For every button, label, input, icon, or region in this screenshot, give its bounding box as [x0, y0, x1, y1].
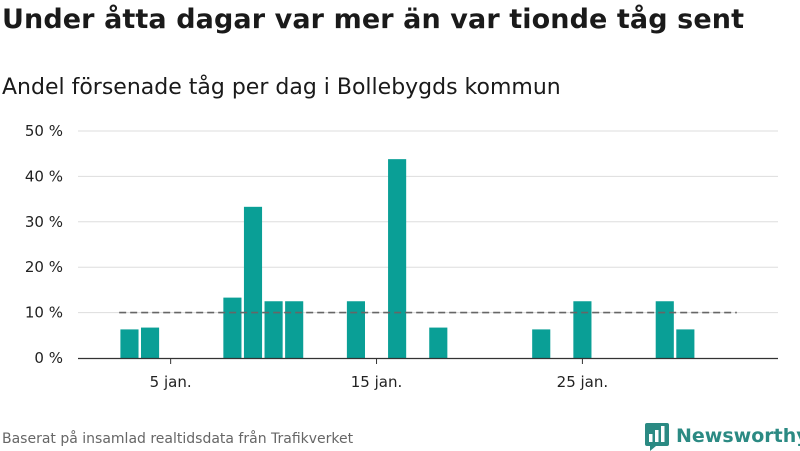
bar: [655, 301, 674, 358]
bar: [264, 301, 283, 358]
newsworthy-logo[interactable]: Newsworthy: [644, 421, 800, 451]
bar: [532, 329, 551, 358]
bar: [285, 301, 304, 358]
bar: [243, 206, 263, 358]
chart-subtitle: Andel försenade tåg per dag i Bollebygds…: [2, 75, 561, 100]
brand-name: Newsworthy: [676, 425, 800, 447]
bar: [141, 327, 160, 358]
x-axis: [78, 357, 778, 364]
y-tick-label: 20 %: [25, 258, 63, 276]
y-tick-label: 0 %: [34, 349, 63, 367]
y-tick-label: 10 %: [25, 304, 63, 322]
gridlines: [78, 130, 778, 314]
y-tick-label: 30 %: [25, 213, 63, 231]
y-tick-label: 50 %: [25, 122, 63, 140]
bars: [120, 159, 695, 358]
bar: [223, 297, 242, 358]
bar: [676, 329, 695, 358]
x-tick-label: 15 jan.: [351, 373, 403, 391]
bar: [429, 327, 448, 358]
x-tick-label: 25 jan.: [557, 373, 609, 391]
bar-chart: 0 % 10 % 20 % 30 % 40 % 50 % 5 jan. 15 jan. 25 …: [25, 122, 778, 391]
chart-title: Under åtta dagar var mer än var tionde t…: [2, 4, 745, 35]
bar-chart-speech-bubble-icon: [645, 423, 669, 451]
bar: [120, 329, 139, 358]
x-tick-label: 5 jan.: [150, 373, 192, 391]
bar: [346, 301, 365, 358]
bar: [388, 159, 407, 358]
y-tick-label: 40 %: [25, 167, 63, 185]
bar: [573, 301, 592, 358]
x-axis-labels: 5 jan. 15 jan. 25 jan.: [150, 373, 608, 391]
y-axis-labels: 0 % 10 % 20 % 30 % 40 % 50 %: [25, 122, 63, 367]
source-note: Baserat på insamlad realtidsdata från Tr…: [2, 431, 354, 447]
